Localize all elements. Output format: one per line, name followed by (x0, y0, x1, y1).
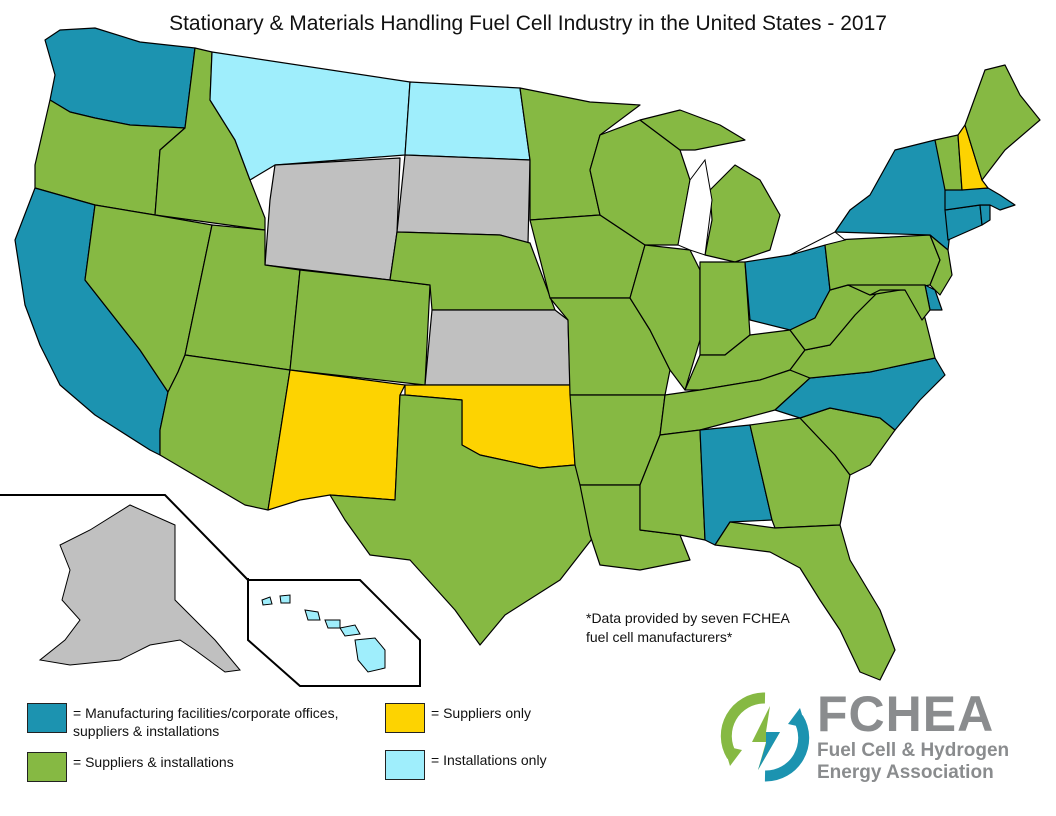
legend-item-manufacturing: = Manufacturing facilities/corporate off… (27, 703, 339, 740)
legend-item-suppliers-only: = Suppliers only (385, 703, 531, 733)
state-me (964, 64, 1041, 181)
fchea-logo-icon (720, 692, 810, 782)
legend-swatch-suppliers-installations (27, 752, 67, 782)
data-note: *Data provided by seven FCHEA fuel cell … (586, 609, 790, 647)
state-mi (704, 164, 781, 263)
data-note-line-1: *Data provided by seven FCHEA (586, 610, 790, 626)
legend-label-manufacturing-line-1: = Manufacturing facilities/corporate off… (73, 705, 339, 721)
state-ny (834, 139, 953, 251)
state-nd (404, 81, 531, 161)
fchea-logo-text: FCHEA Fuel Cell & Hydrogen Energy Associ… (817, 688, 1009, 784)
state-ri (979, 204, 991, 226)
lake-erie (789, 231, 847, 256)
inset-frame-hawaii (247, 579, 421, 687)
state-ma (944, 187, 1016, 211)
state-tx (329, 394, 596, 646)
legend-item-suppliers-installations: = Suppliers & installations (27, 752, 234, 782)
legend-label-suppliers-installations: = Suppliers & installations (73, 754, 234, 770)
state-mi-up (639, 109, 746, 151)
fchea-logo-line-2: Energy Association (817, 762, 994, 783)
state-md (847, 284, 931, 321)
state-nh (957, 124, 989, 191)
state-nj (929, 234, 953, 296)
legend-item-installations-only: = Installations only (385, 750, 547, 780)
legend-swatch-manufacturing (27, 703, 67, 733)
state-ak (38, 504, 241, 673)
legend-swatch-installations-only (385, 750, 425, 780)
legend-label-manufacturing: = Manufacturing facilities/corporate off… (73, 704, 339, 740)
state-nm (267, 369, 406, 511)
state-hi (261, 594, 386, 673)
fchea-logo-name: FCHEA (817, 686, 995, 742)
legend-swatch-suppliers-only (385, 703, 425, 733)
state-sd (396, 154, 531, 244)
legend-label-installations-only: = Installations only (431, 752, 547, 768)
state-fl (714, 521, 896, 681)
fchea-logo: FCHEA Fuel Cell & Hydrogen Energy Associ… (720, 688, 1030, 798)
legend-label-manufacturing-line-2: suppliers & installations (73, 723, 220, 739)
state-wy (264, 157, 401, 281)
state-ks (424, 309, 571, 386)
state-az (159, 354, 291, 511)
legend-label-suppliers-only: = Suppliers only (431, 705, 532, 721)
state-co (289, 269, 431, 386)
data-note-line-2: fuel cell manufacturers* (586, 629, 733, 645)
map-title: Stationary & Materials Handling Fuel Cel… (169, 12, 887, 35)
lake-michigan (677, 158, 713, 256)
fchea-logo-line-1: Fuel Cell & Hydrogen (817, 740, 1010, 761)
state-ct (944, 204, 983, 241)
